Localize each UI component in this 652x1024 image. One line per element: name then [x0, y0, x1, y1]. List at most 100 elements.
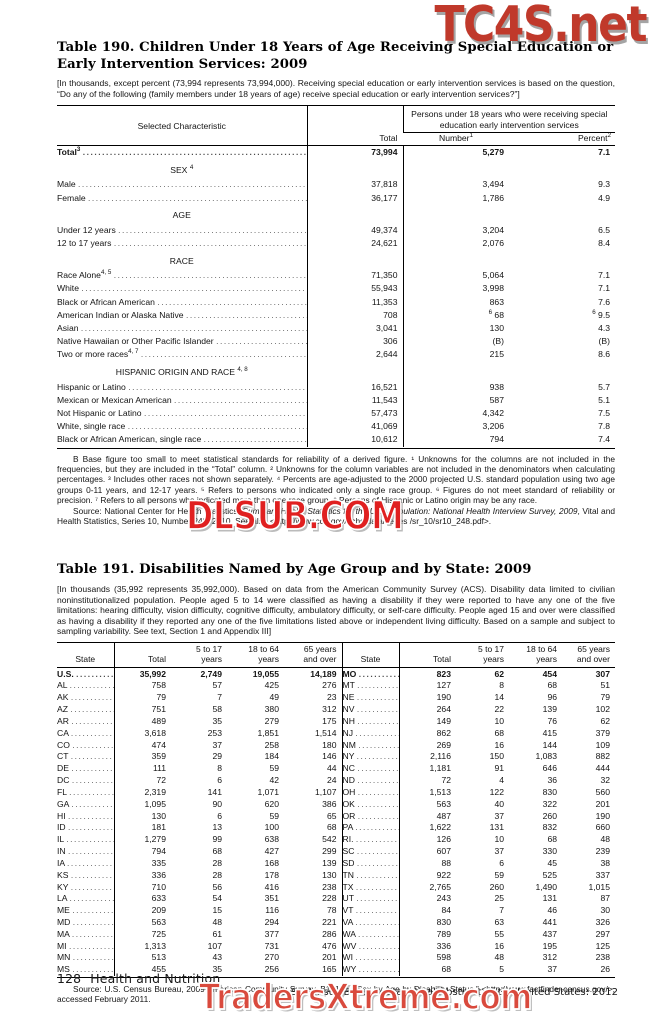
- leader-dots: ..............: [355, 881, 399, 892]
- row-value: 10: [494, 715, 504, 726]
- leader-dots: ..............: [355, 834, 399, 845]
- state-label: WY ..............: [341, 963, 399, 976]
- row-value: 377: [264, 928, 279, 939]
- row-value: 131: [542, 893, 557, 904]
- spacer-cell: [306, 159, 403, 179]
- table-row-group-heading: HISPANIC ORIGIN AND RACE 4, 8: [57, 361, 615, 381]
- state-label: AL ..............: [57, 680, 114, 692]
- state-label: MA ..............: [57, 928, 114, 940]
- row-label: Hispanic or Latino .....................…: [57, 381, 307, 394]
- row-value: 35: [212, 715, 222, 726]
- row-value: 130: [322, 869, 337, 880]
- row-value: 68: [212, 846, 222, 857]
- table-190-source: Source: National Center for Health Stati…: [57, 505, 615, 527]
- state-label: WI ..............: [341, 952, 399, 964]
- row-value: 48: [600, 834, 610, 845]
- row-value: 139: [542, 704, 557, 715]
- table-row: KY ..............710 56 416 238 TX .........…: [57, 881, 615, 893]
- table-row: MI ..............1,313 107 731 476 WV ......…: [57, 940, 615, 953]
- row-value: 525: [542, 869, 557, 880]
- leader-dots: ..............: [357, 775, 399, 786]
- spacer-cell: [306, 250, 403, 270]
- row-value: 297: [595, 928, 610, 939]
- row-value: 2,749: [171, 667, 227, 681]
- table-190-title: Table 190. Children Under 18 Years of Ag…: [57, 40, 614, 72]
- spacer-cell: [306, 204, 403, 224]
- row-value: 6 68: [402, 308, 509, 323]
- row-value: 425: [264, 680, 279, 691]
- row-value: 279: [264, 715, 279, 726]
- row-value: 1,313: [113, 940, 171, 953]
- table-row: Two or more races4, 7 ..................…: [57, 348, 615, 362]
- col-header-percent: Percent2: [509, 131, 616, 146]
- col-header-state-right: State: [341, 641, 399, 668]
- leader-dots: ..............: [356, 704, 399, 715]
- row-label: 12 to 17 years .........................…: [57, 237, 307, 250]
- row-value: 62: [600, 715, 610, 726]
- col-header-total: Total: [306, 105, 403, 146]
- row-value: 1,622: [398, 821, 456, 834]
- table-row: CO ..............474 37 258 180 NM .........…: [57, 739, 615, 752]
- row-value: 55: [494, 928, 504, 939]
- col-header-18to64-right: 18 to 64 years: [509, 641, 562, 668]
- row-label: Total3 .................................…: [57, 145, 307, 160]
- table-row-group-heading: AGE: [57, 204, 615, 224]
- row-label: Two or more races4, 7 ..................…: [57, 348, 307, 361]
- row-value: 130: [113, 810, 171, 822]
- row-value: 195: [542, 940, 557, 951]
- leader-dots: ..............: [356, 751, 399, 762]
- state-label: OR ..............: [341, 810, 399, 822]
- state-label: WA ..............: [341, 928, 399, 941]
- table-row-group-heading: SEX 4: [57, 159, 615, 179]
- table-row: MD ..............563 48 294 221 VA .........…: [57, 916, 615, 929]
- state-label: LA ..............: [57, 893, 114, 905]
- row-value: 6: [499, 857, 504, 868]
- leader-dots: ........................................…: [82, 147, 307, 158]
- leader-dots: ..............: [71, 798, 114, 809]
- row-value: 51: [600, 680, 610, 691]
- row-value: 312: [542, 952, 557, 963]
- row-value: 13: [212, 822, 222, 833]
- row-value: 751: [113, 703, 171, 716]
- leader-dots: ..............: [355, 917, 399, 927]
- leader-dots: ..............: [356, 893, 399, 904]
- row-value: 61: [212, 928, 222, 939]
- row-value: 832: [542, 822, 557, 833]
- row-value: 102: [595, 704, 610, 715]
- row-value: 107: [207, 940, 222, 951]
- row-value: 335: [113, 857, 171, 870]
- row-value: 830: [542, 786, 557, 797]
- leader-dots: ..............: [69, 893, 114, 904]
- row-value: 65: [326, 810, 337, 821]
- row-value: 16: [494, 940, 504, 951]
- table-row: Hispanic or Latino .....................…: [57, 380, 615, 394]
- leader-dots: ..............: [76, 668, 114, 679]
- row-value: 1,490: [535, 881, 557, 892]
- row-value: 2,644: [306, 348, 403, 362]
- table-row: KS ..............336 28 178 130 TN .........…: [57, 869, 615, 882]
- row-value: 427: [264, 846, 279, 857]
- table-row: Male ...................................…: [57, 178, 615, 192]
- row-value: 14,189: [284, 667, 342, 681]
- row-value: 1,851: [257, 727, 279, 738]
- leader-dots: ..............: [357, 786, 399, 797]
- table-row: ME ..............209 15 116 78 VT ..........…: [57, 904, 615, 917]
- leader-dots: ..............: [70, 881, 114, 892]
- state-label: MN ..............: [57, 952, 114, 964]
- row-value: 228: [322, 893, 337, 904]
- table-row: American Indian or Alaska Native .......…: [57, 308, 615, 323]
- row-value: 260: [489, 881, 504, 892]
- leader-dots: ........................................…: [140, 349, 307, 360]
- row-value: 794: [113, 845, 171, 858]
- state-label: NM ..............: [341, 739, 399, 752]
- row-value: 862: [398, 727, 456, 740]
- table-row: IN ..............794 68 427 299 SC .........…: [57, 845, 615, 858]
- row-value: 4: [499, 775, 504, 786]
- row-value: 91: [494, 763, 504, 774]
- spacer-cell: [509, 205, 615, 224]
- row-value: 59: [269, 810, 279, 821]
- row-value: 150: [489, 751, 504, 762]
- row-value: 209: [113, 904, 171, 917]
- row-value: 59: [269, 763, 279, 774]
